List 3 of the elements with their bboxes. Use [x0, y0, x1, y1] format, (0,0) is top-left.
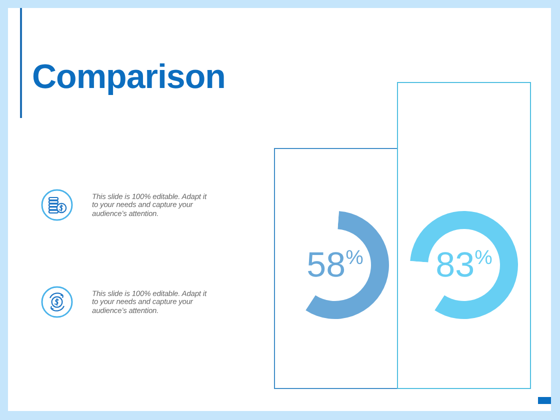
text: Comparison — [32, 58, 226, 96]
data-label: 83% — [436, 246, 493, 284]
data-label: 58% — [306, 246, 364, 284]
